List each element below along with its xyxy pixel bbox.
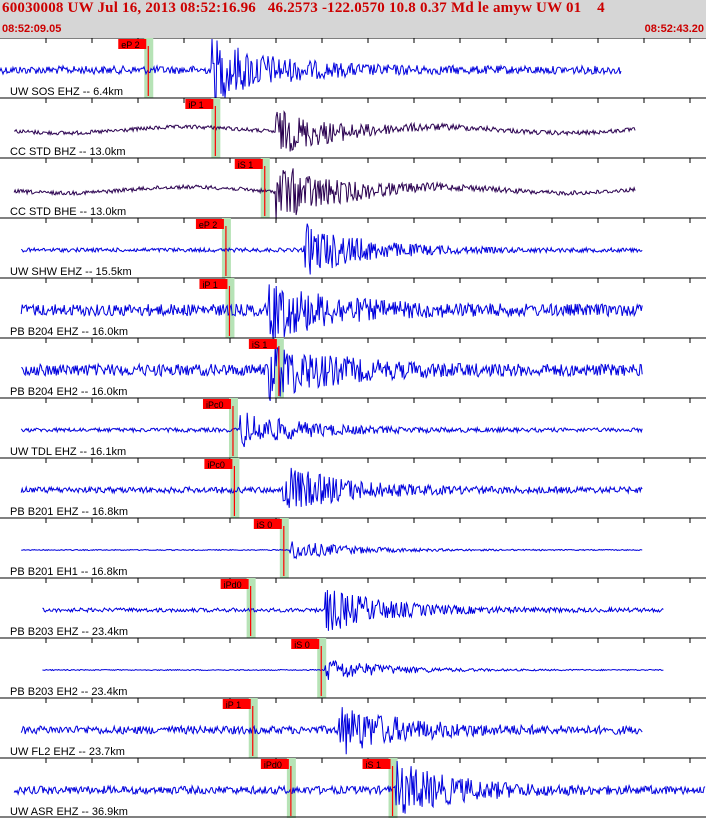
waveform: [20, 223, 643, 275]
pick-label: iS 0: [257, 520, 273, 530]
pick-flag: [202, 399, 231, 409]
pick-label: iS 1: [252, 340, 268, 350]
header-bar: 60030008 UW Jul 16, 2013 08:52:16.96 46.…: [0, 0, 706, 38]
station-label: CC STD BHZ -- 13.0km: [10, 146, 126, 158]
trace-row[interactable]: iPd0 iS 1 UW ASR EHZ -- 36.9km: [0, 757, 706, 818]
pick-label: iS 1: [366, 760, 382, 770]
pick-flag: [220, 579, 249, 589]
trace-row[interactable]: eP 2 UW SOS EHZ -- 6.4km: [0, 38, 706, 101]
trace-row[interactable]: iPc0 UW TDL EHZ -- 16.1km: [0, 397, 706, 458]
trace-row[interactable]: iS 1 PB B204 EH2 -- 16.0km: [0, 337, 706, 402]
pick-label: iS 1: [238, 160, 254, 170]
station-label: PB B203 EHZ -- 23.4km: [10, 626, 128, 638]
pick-label: iP 1: [202, 280, 217, 290]
station-label: UW TDL EHZ -- 16.1km: [10, 446, 126, 458]
station-label: PB B203 EH2 -- 23.4km: [10, 686, 127, 698]
pick-label: iP 1: [226, 700, 241, 710]
station-label: PB B204 EH2 -- 16.0km: [10, 386, 127, 398]
waveform: [0, 38, 622, 101]
waveform: [13, 760, 706, 814]
event-title: 60030008 UW Jul 16, 2013 08:52:16.96 46.…: [2, 0, 605, 16]
pick-flag: [248, 339, 277, 349]
waveform: [13, 168, 636, 221]
pick-flag: [260, 759, 289, 769]
station-label: UW SHW EHZ -- 15.5km: [10, 266, 132, 278]
trace-row[interactable]: iS 0 PB B201 EH1 -- 16.8km: [0, 517, 706, 578]
pick-flag: [362, 759, 391, 769]
pick-label: iPd0: [224, 580, 242, 590]
pick-flag: [185, 99, 214, 109]
waveform: [42, 589, 664, 631]
pick-flag: [199, 279, 228, 289]
trace-row[interactable]: eP 2 UW SHW EHZ -- 15.5km: [0, 217, 706, 278]
station-label: CC STD BHE -- 13.0km: [10, 206, 126, 218]
pick-label: iP 1: [188, 100, 203, 110]
pick-label: iPd0: [264, 760, 282, 770]
pick-label: eP 2: [199, 220, 217, 230]
pick-flag: [291, 639, 320, 649]
pick-flag: [195, 219, 224, 229]
pick-flag: [234, 159, 263, 169]
pick-flag: [204, 459, 233, 469]
pick-label: iPc0: [206, 400, 224, 410]
pick-flag: [222, 699, 251, 709]
trace-row[interactable]: iP 1 UW FL2 EHZ -- 23.7km: [0, 697, 706, 758]
waveform: [20, 467, 643, 508]
trace-row[interactable]: iS 1 CC STD BHE -- 13.0km: [0, 157, 706, 221]
station-label: UW SOS EHZ -- 6.4km: [10, 86, 123, 98]
trace-row[interactable]: iPc0 PB B201 EHZ -- 16.8km: [0, 457, 706, 518]
waveform: [20, 707, 643, 755]
pick-flag: [253, 519, 282, 529]
pick-label: iPc0: [207, 460, 225, 470]
station-label: UW ASR EHZ -- 36.9km: [10, 806, 128, 818]
seismogram-panel[interactable]: eP 2 UW SOS EHZ -- 6.4km iP 1 CC STD BHZ --…: [0, 38, 706, 818]
station-label: UW FL2 EHZ -- 23.7km: [10, 746, 125, 758]
pick-label: eP 2: [121, 40, 139, 50]
station-label: PB B204 EHZ -- 16.0km: [10, 326, 128, 338]
trace-row[interactable]: iS 0 PB B203 EH2 -- 23.4km: [0, 637, 706, 698]
waveform: [20, 412, 643, 448]
waveform: [20, 284, 643, 340]
trace-row[interactable]: iP 1 PB B204 EHZ -- 16.0km: [0, 277, 706, 340]
waveform: [42, 659, 664, 680]
station-label: PB B201 EHZ -- 16.8km: [10, 506, 128, 518]
station-label: PB B201 EH1 -- 16.8km: [10, 566, 127, 578]
time-start: 08:52:09.05: [2, 23, 62, 35]
time-end: 08:52:43.20: [644, 23, 704, 35]
trace-row[interactable]: iP 1 CC STD BHZ -- 13.0km: [0, 97, 706, 158]
pick-label: iS 0: [294, 640, 310, 650]
waveform: [21, 344, 643, 402]
pick-flag: [118, 39, 147, 49]
waveform: [14, 110, 636, 152]
waveform: [21, 541, 643, 560]
trace-row[interactable]: iPd0 PB B203 EHZ -- 23.4km: [0, 577, 706, 638]
